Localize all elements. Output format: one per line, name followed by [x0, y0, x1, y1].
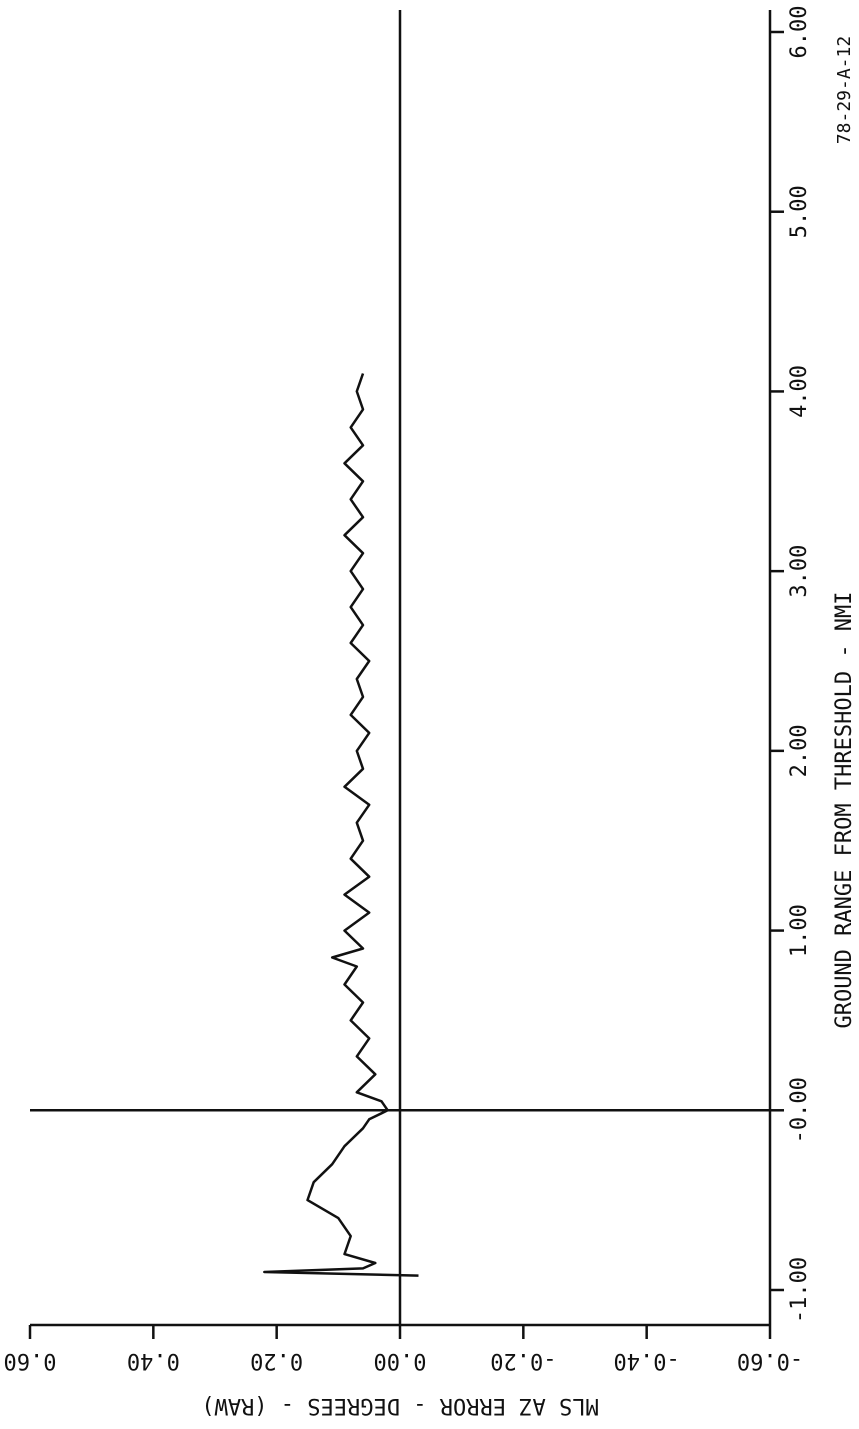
y-tick-label: -0.60 [737, 1348, 803, 1373]
annotation: 78-29-A-12 [834, 36, 855, 144]
x-tick-label: -0.00 [787, 1077, 812, 1143]
x-tick-label: 4.00 [787, 365, 812, 418]
y-tick-label: 0.40 [127, 1348, 180, 1373]
y-tick-label: 0.00 [374, 1348, 427, 1373]
x-tick-label: -1.00 [787, 1257, 812, 1323]
y-tick-label: -0.20 [490, 1348, 556, 1373]
x-axis-label: GROUND RANGE FROM THRESHOLD - NMI [832, 591, 857, 1028]
x-tick-label: 3.00 [787, 545, 812, 598]
y-tick-label: -0.40 [614, 1348, 680, 1373]
data-line [263, 373, 419, 1277]
x-tick-label: 2.00 [787, 724, 812, 777]
y-tick-label: 0.20 [250, 1348, 303, 1373]
y-axis-label: MLS AZ ERROR - DEGREES - (RAW) [201, 1393, 598, 1418]
y-tick-label: 0.60 [4, 1348, 57, 1373]
x-tick-label: 1.00 [787, 904, 812, 957]
x-tick-label: 6.00 [787, 6, 812, 59]
x-tick-label: 5.00 [787, 185, 812, 238]
